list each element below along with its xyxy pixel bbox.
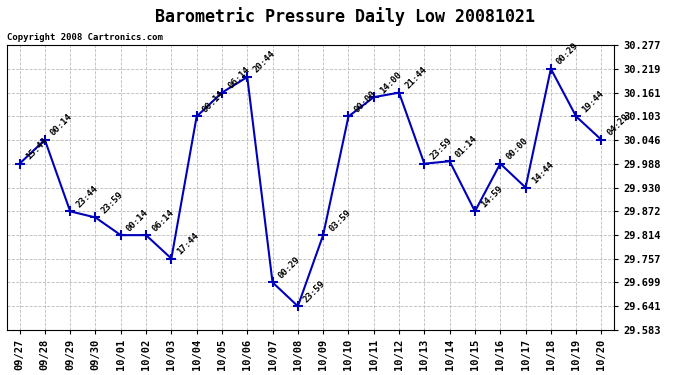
Text: 23:59: 23:59 xyxy=(302,279,327,304)
Text: 00:00: 00:00 xyxy=(353,89,378,114)
Text: 20:44: 20:44 xyxy=(251,50,277,75)
Text: 19:44: 19:44 xyxy=(580,89,606,114)
Text: 23:59: 23:59 xyxy=(428,136,454,162)
Text: 00:29: 00:29 xyxy=(277,255,302,280)
Text: 14:44: 14:44 xyxy=(530,160,555,185)
Text: 06:14: 06:14 xyxy=(226,65,251,90)
Text: 00:14: 00:14 xyxy=(49,112,75,138)
Text: 03:59: 03:59 xyxy=(327,208,353,233)
Text: 14:59: 14:59 xyxy=(479,184,504,209)
Text: 04:29: 04:29 xyxy=(606,112,631,138)
Text: 00:00: 00:00 xyxy=(504,136,530,162)
Text: 23:44: 23:44 xyxy=(75,184,99,209)
Text: 00:14: 00:14 xyxy=(125,208,150,233)
Text: 00:29: 00:29 xyxy=(555,41,580,67)
Text: 23:59: 23:59 xyxy=(99,190,125,215)
Text: 01:14: 01:14 xyxy=(454,134,479,159)
Text: Barometric Pressure Daily Low 20081021: Barometric Pressure Daily Low 20081021 xyxy=(155,8,535,27)
Text: 15:44: 15:44 xyxy=(23,136,49,162)
Text: Copyright 2008 Cartronics.com: Copyright 2008 Cartronics.com xyxy=(7,33,163,42)
Text: 17:44: 17:44 xyxy=(175,231,201,256)
Text: 00:14: 00:14 xyxy=(201,89,226,114)
Text: 06:14: 06:14 xyxy=(150,208,175,233)
Text: 21:44: 21:44 xyxy=(403,65,428,90)
Text: 14:00: 14:00 xyxy=(378,70,403,95)
